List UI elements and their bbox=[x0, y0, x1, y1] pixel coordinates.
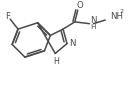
Text: F: F bbox=[5, 12, 10, 21]
Text: H: H bbox=[53, 57, 59, 66]
Text: H: H bbox=[91, 24, 96, 30]
Text: NH: NH bbox=[110, 12, 123, 21]
Text: 2: 2 bbox=[120, 9, 124, 14]
Text: N: N bbox=[69, 39, 75, 48]
Text: N: N bbox=[90, 16, 97, 25]
Text: O: O bbox=[76, 1, 83, 10]
